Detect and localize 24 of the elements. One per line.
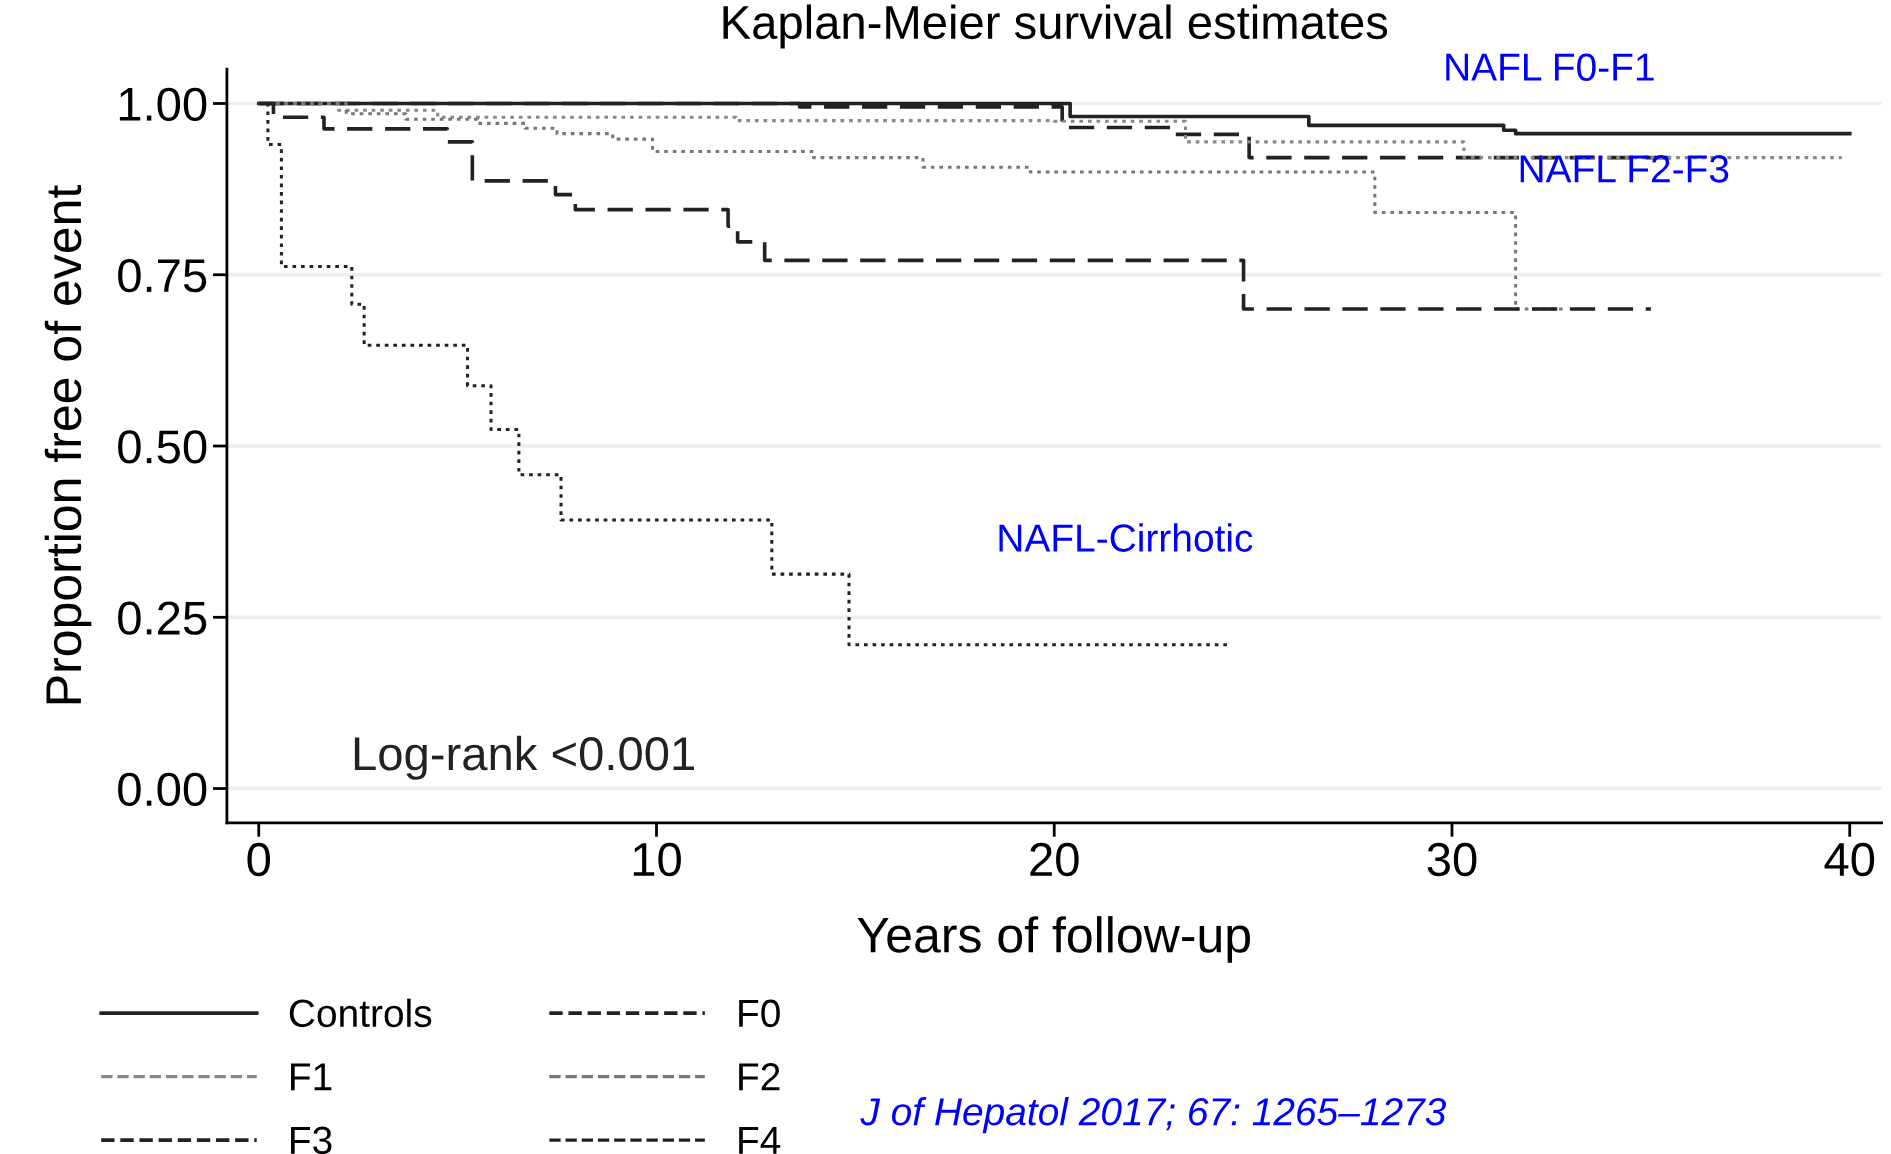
legend-label: F2 (739, 1063, 780, 1091)
legend-label: F3 (291, 1126, 332, 1154)
legend-label: F4 (739, 1126, 781, 1154)
x-tick-label: 0 (247, 842, 271, 877)
legend-label: F1 (291, 1063, 332, 1091)
annotation: Log-rank <0.001 (354, 735, 694, 780)
y-tick-label: 1.00 (119, 87, 207, 122)
legend-label: Controls (289, 998, 432, 1028)
annotation: NAFL F2-F3 (1520, 155, 1729, 183)
y-axis-title: Proportion free of event (44, 185, 92, 704)
y-tick-label: 0.75 (118, 258, 207, 293)
x-tick-label: 40 (1824, 842, 1875, 877)
chart-title: Kaplan-Meier survival estimates (723, 4, 1388, 49)
legend-label: F0 (739, 999, 780, 1028)
y-tick-label: 0.50 (118, 430, 207, 464)
y-tick-label: 0.00 (118, 772, 207, 807)
annotation: NAFL F0-F1 (1446, 53, 1654, 81)
x-tick-label: 30 (1427, 842, 1477, 877)
x-axis-title: Years of follow-up (857, 916, 1250, 963)
text: J of Hepatol 2017; 67: 1265–1273 (860, 1096, 1447, 1134)
x-tick-label: 10 (633, 842, 681, 877)
y-tick-label: 0.25 (118, 601, 207, 635)
x-tick-label: 20 (1030, 842, 1079, 877)
annotation: NAFL-Cirrhotic (999, 523, 1253, 552)
